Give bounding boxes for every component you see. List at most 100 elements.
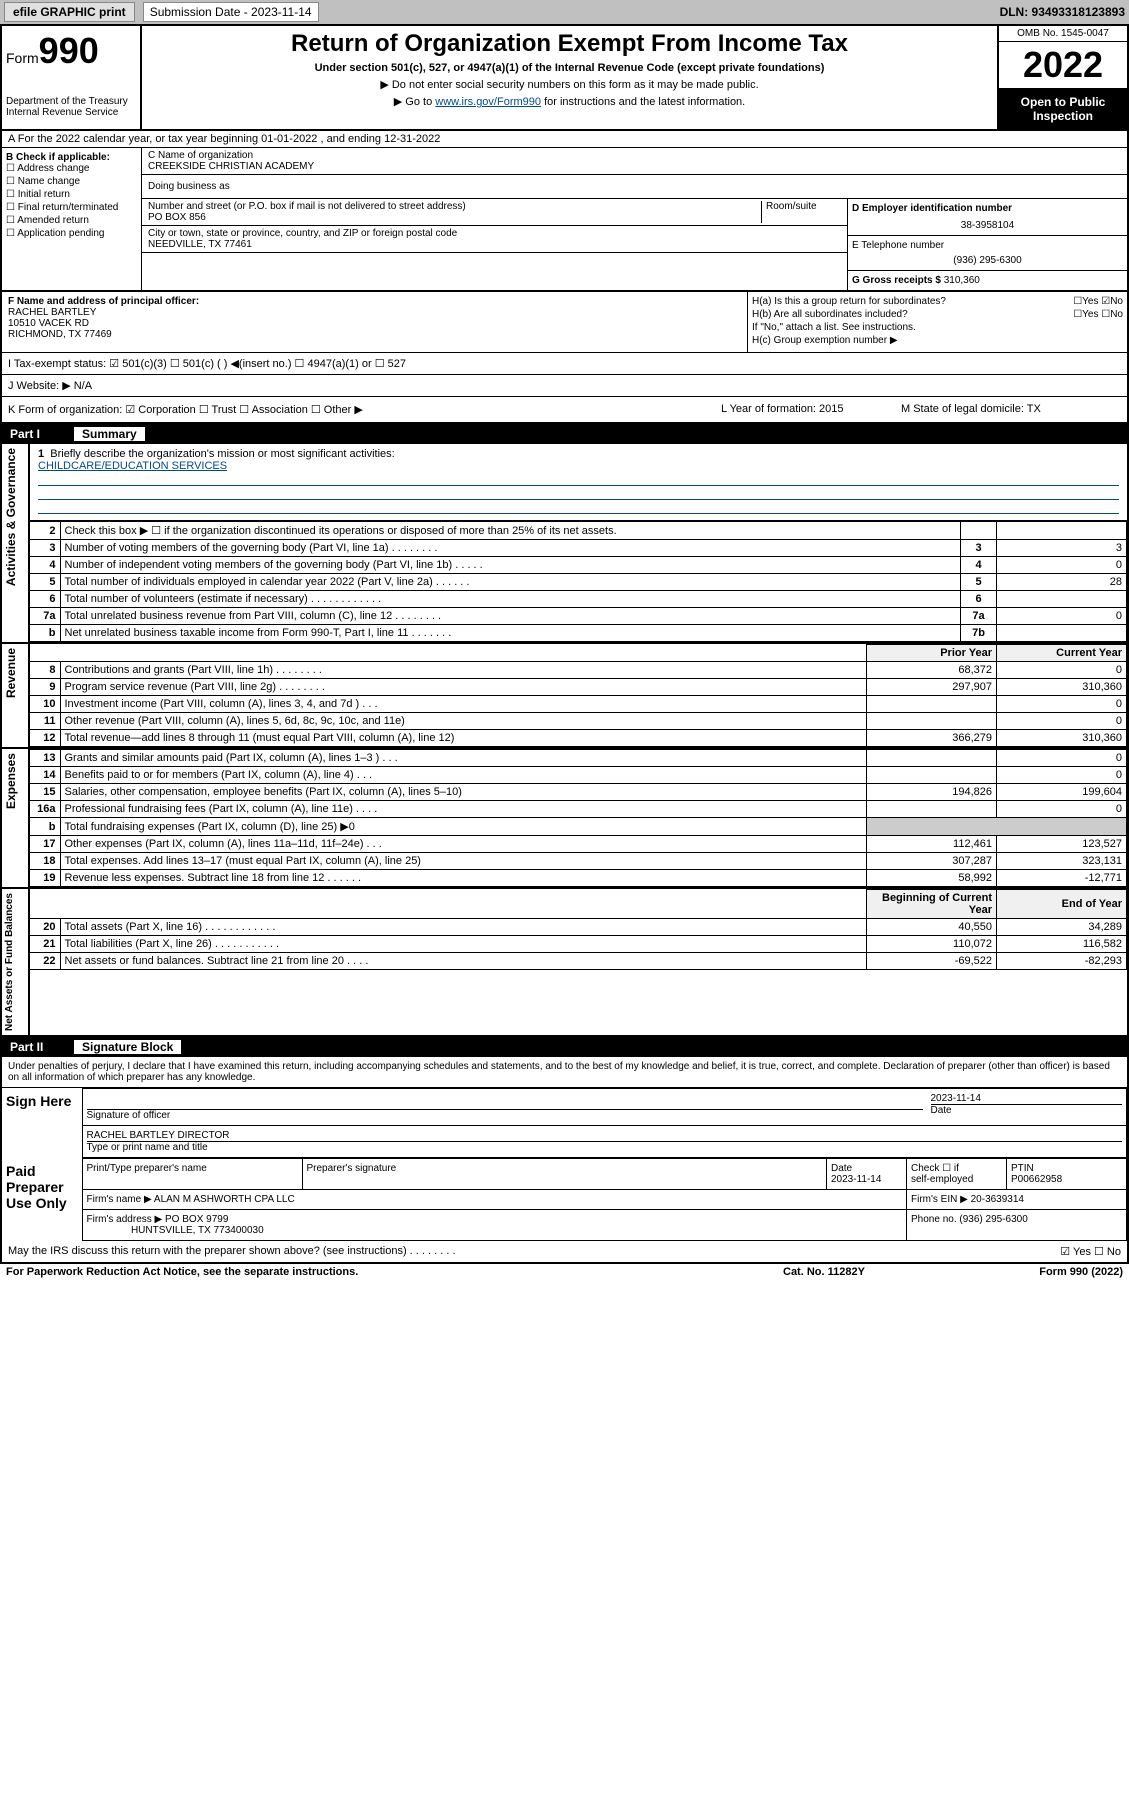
officer-name: RACHEL BARTLEY xyxy=(8,307,741,318)
sig-name: RACHEL BARTLEY DIRECTOR xyxy=(87,1130,1123,1141)
table-row: 7aTotal unrelated business revenue from … xyxy=(30,608,1127,625)
omb-number: OMB No. 1545-0047 xyxy=(999,26,1127,42)
city-value: NEEDVILLE, TX 77461 xyxy=(148,239,841,250)
vlabel-governance: Activities & Governance xyxy=(2,444,20,590)
page-footer: For Paperwork Reduction Act Notice, see … xyxy=(0,1264,1129,1280)
room-label: Room/suite xyxy=(761,201,841,223)
row-a-tax-year: A For the 2022 calendar year, or tax yea… xyxy=(2,131,1127,148)
efile-button[interactable]: efile GRAPHIC print xyxy=(4,2,135,22)
prep-h2: Preparer's signature xyxy=(302,1159,827,1190)
row-i-tax-status: I Tax-exempt status: ☑ 501(c)(3) ☐ 501(c… xyxy=(2,353,1127,375)
table-row: 13Grants and similar amounts paid (Part … xyxy=(30,750,1127,767)
open-public: Open to Public Inspection xyxy=(999,89,1127,129)
sign-here-table: Sign Here Signature of officer 2023-11-1… xyxy=(2,1088,1127,1158)
tel-label: E Telephone number xyxy=(852,240,1123,251)
table-header: Prior YearCurrent Year xyxy=(30,645,1127,662)
table-row: 16aProfessional fundraising fees (Part I… xyxy=(30,801,1127,818)
governance-table: 2Check this box ▶ ☐ if the organization … xyxy=(30,521,1127,642)
sig-officer-label: Signature of officer xyxy=(87,1109,923,1121)
org-name: CREEKSIDE CHRISTIAN ACADEMY xyxy=(148,161,1121,172)
table-row: 19Revenue less expenses. Subtract line 1… xyxy=(30,870,1127,887)
submission-date: Submission Date - 2023-11-14 xyxy=(143,2,319,22)
checkbox-item[interactable]: ☐ Address change xyxy=(6,163,137,174)
col-b-header: B Check if applicable: xyxy=(6,152,137,163)
table-row: 21Total liabilities (Part X, line 26) . … xyxy=(30,936,1127,953)
row-k-org-form: K Form of organization: ☑ Corporation ☐ … xyxy=(2,397,1127,424)
top-bar: efile GRAPHIC print Submission Date - 20… xyxy=(0,0,1129,24)
table-row: 8Contributions and grants (Part VIII, li… xyxy=(30,662,1127,679)
table-row: 14Benefits paid to or for members (Part … xyxy=(30,767,1127,784)
table-row: bTotal fundraising expenses (Part IX, co… xyxy=(30,818,1127,836)
checkbox-item[interactable]: ☐ Final return/terminated xyxy=(6,202,137,213)
form-title: Return of Organization Exempt From Incom… xyxy=(150,30,989,58)
table-row: 20Total assets (Part X, line 16) . . . .… xyxy=(30,919,1127,936)
ein-label: D Employer identification number xyxy=(852,203,1123,214)
may-irs-discuss: May the IRS discuss this return with the… xyxy=(2,1241,1127,1262)
header-center: Return of Organization Exempt From Incom… xyxy=(142,26,997,129)
dept-treasury: Department of the Treasury Internal Reve… xyxy=(6,96,136,118)
table-row: 10Investment income (Part VIII, column (… xyxy=(30,696,1127,713)
form-word: Form xyxy=(6,50,39,66)
mission-label: Briefly describe the organization's miss… xyxy=(50,448,394,460)
checkbox-item[interactable]: ☐ Initial return xyxy=(6,189,137,200)
tel-value: (936) 295-6300 xyxy=(852,255,1123,266)
col-c-org: C Name of organization CREEKSIDE CHRISTI… xyxy=(142,148,1127,290)
tax-year: 2022 xyxy=(999,42,1127,89)
form-id-block: Form990 Department of the Treasury Inter… xyxy=(2,26,142,129)
col-f-officer: F Name and address of principal officer:… xyxy=(2,292,747,352)
sig-date: 2023-11-14 xyxy=(931,1093,1123,1104)
dba-label: Doing business as xyxy=(142,175,1127,199)
ein-value: 38-3958104 xyxy=(852,220,1123,231)
city-label: City or town, state or province, country… xyxy=(148,228,841,239)
expenses-table: 13Grants and similar amounts paid (Part … xyxy=(30,749,1127,887)
part-ii-header: Part II Signature Block xyxy=(2,1037,1127,1057)
table-row: 22Net assets or fund balances. Subtract … xyxy=(30,953,1127,970)
checkbox-item[interactable]: ☐ Amended return xyxy=(6,215,137,226)
table-row: 3Number of voting members of the governi… xyxy=(30,540,1127,557)
form-note-link: ▶ Go to www.irs.gov/Form990 for instruct… xyxy=(150,95,989,108)
form-note-ssn: ▶ Do not enter social security numbers o… xyxy=(150,78,989,91)
vlabel-expenses: Expenses xyxy=(2,749,20,813)
gross-value: 310,360 xyxy=(944,275,980,286)
form-subtitle: Under section 501(c), 527, or 4947(a)(1)… xyxy=(150,62,989,74)
sig-name-label: Type or print name and title xyxy=(87,1141,1123,1153)
irs-link[interactable]: www.irs.gov/Form990 xyxy=(435,96,541,108)
header-right: OMB No. 1545-0047 2022 Open to Public In… xyxy=(997,26,1127,129)
checkbox-item[interactable]: ☐ Application pending xyxy=(6,228,137,239)
checkbox-item[interactable]: ☐ Name change xyxy=(6,176,137,187)
street-value: PO BOX 856 xyxy=(148,212,761,223)
netassets-table: Beginning of Current YearEnd of Year20To… xyxy=(30,889,1127,970)
officer-addr2: RICHMOND, TX 77469 xyxy=(8,329,741,340)
table-row: 12Total revenue—add lines 8 through 11 (… xyxy=(30,730,1127,747)
dln: DLN: 93493318123893 xyxy=(1000,5,1125,19)
table-header: Beginning of Current YearEnd of Year xyxy=(30,890,1127,919)
street-label: Number and street (or P.O. box if mail i… xyxy=(148,201,761,212)
table-row: 11Other revenue (Part VIII, column (A), … xyxy=(30,713,1127,730)
table-row: 4Number of independent voting members of… xyxy=(30,557,1127,574)
prep-h1: Print/Type preparer's name xyxy=(82,1159,302,1190)
table-row: 18Total expenses. Add lines 13–17 (must … xyxy=(30,853,1127,870)
col-h: H(a) Is this a group return for subordin… xyxy=(747,292,1127,352)
table-row: 17Other expenses (Part IX, column (A), l… xyxy=(30,836,1127,853)
col-b-checkboxes: B Check if applicable: ☐ Address change ☐… xyxy=(2,148,142,290)
name-label: C Name of organization xyxy=(148,150,1121,161)
part-i-header: Part I Summary xyxy=(2,424,1127,444)
preparer-table: Paid Preparer Use Only Print/Type prepar… xyxy=(2,1158,1127,1241)
table-row: 9Program service revenue (Part VIII, lin… xyxy=(30,679,1127,696)
officer-addr1: 10510 VACEK RD xyxy=(8,318,741,329)
mission-text[interactable]: CHILDCARE/EDUCATION SERVICES xyxy=(38,460,227,472)
form-number: 990 xyxy=(39,30,99,71)
vlabel-revenue: Revenue xyxy=(2,644,20,702)
gross-label: G Gross receipts $ xyxy=(852,275,941,286)
row-j-website: J Website: ▶ N/A xyxy=(2,375,1127,397)
table-row: 5Total number of individuals employed in… xyxy=(30,574,1127,591)
vlabel-netassets: Net Assets or Fund Balances xyxy=(2,889,17,1035)
revenue-table: Prior YearCurrent Year8Contributions and… xyxy=(30,644,1127,747)
signature-declaration: Under penalties of perjury, I declare th… xyxy=(2,1057,1127,1088)
sig-date-label: Date xyxy=(931,1104,1123,1116)
form-990: Form990 Department of the Treasury Inter… xyxy=(0,24,1129,1264)
table-row: 6Total number of volunteers (estimate if… xyxy=(30,591,1127,608)
table-row: bNet unrelated business taxable income f… xyxy=(30,625,1127,642)
table-row: 2Check this box ▶ ☐ if the organization … xyxy=(30,522,1127,540)
table-row: 15Salaries, other compensation, employee… xyxy=(30,784,1127,801)
